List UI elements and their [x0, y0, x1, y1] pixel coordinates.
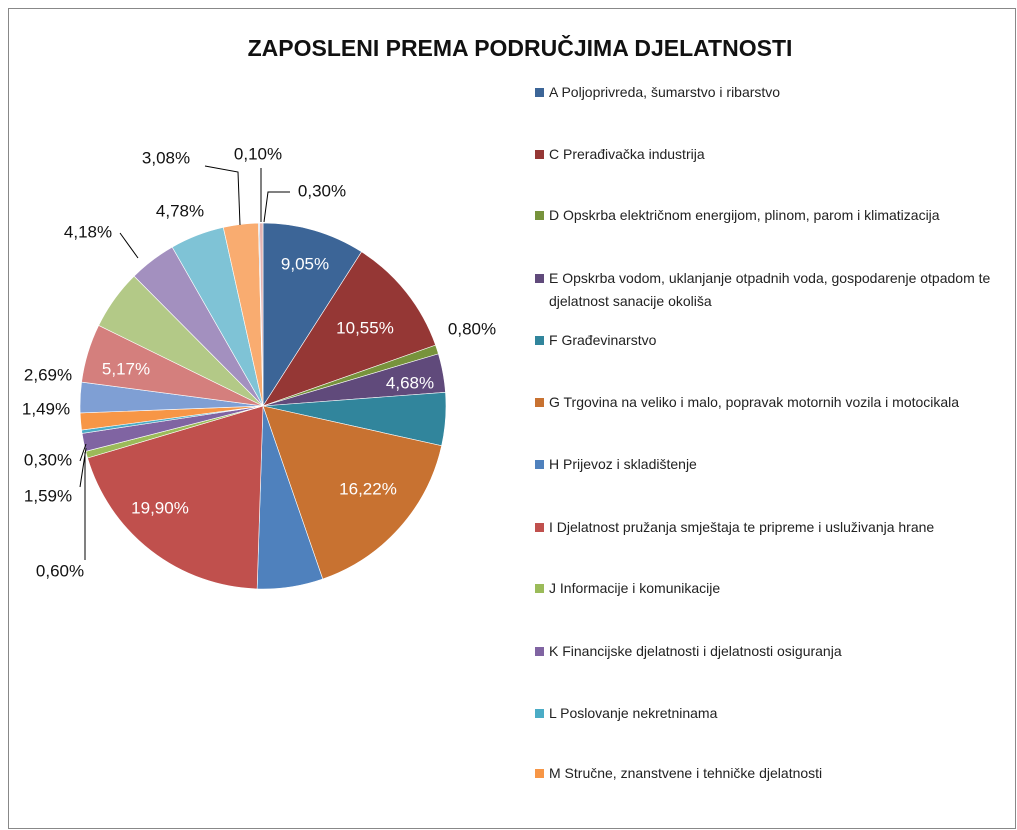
pie-slice [259, 222, 264, 407]
legend-swatch [535, 150, 544, 159]
data-label: 2,69% [24, 365, 72, 384]
legend-label: K Financijske djelatnosti i djelatnosti … [549, 643, 842, 659]
data-label: 19,90% [131, 498, 189, 517]
legend-swatch [535, 274, 544, 283]
leader-line [119, 232, 139, 259]
data-label: 16,22% [339, 479, 397, 498]
leader-line [79, 447, 87, 488]
leader-line [204, 165, 241, 226]
pie-slice [262, 222, 362, 408]
data-label: 1,49% [22, 399, 70, 418]
data-label: 4,78% [156, 201, 204, 220]
legend-entry: L Poslovanje nekretninama [535, 702, 995, 725]
legend-entry: M Stručne, znanstvene i tehničke djelatn… [535, 762, 995, 785]
legend-label: J Informacije i komunikacije [549, 580, 721, 596]
data-label: 3,08% [142, 148, 190, 167]
legend-label: E Opskrba vodom, uklanjanje otpadnih vod… [549, 270, 991, 309]
legend-label: D Opskrba električnom energijom, plinom,… [549, 207, 940, 223]
legend-swatch [535, 584, 544, 593]
legend-swatch [535, 398, 544, 407]
data-label: 1,59% [24, 486, 72, 505]
legend-swatch [535, 88, 544, 97]
legend-entry: E Opskrba vodom, uklanjanje otpadnih vod… [535, 267, 995, 313]
legend-swatch [535, 709, 544, 718]
legend-entry: H Prijevoz i skladištenje [535, 453, 995, 476]
pie-slice [262, 251, 436, 407]
legend-label: M Stručne, znanstvene i tehničke djelatn… [549, 765, 823, 781]
data-label: 0,80% [448, 319, 496, 338]
data-label: 4,68% [386, 373, 434, 392]
legend-swatch [535, 523, 544, 532]
chart-title: ZAPOSLENI PREMA PODRUČJIMA DJELATNOSTI [248, 34, 793, 61]
legend-label: C Prerađivačka industrija [549, 146, 705, 162]
legend-entry: K Financijske djelatnosti i djelatnosti … [535, 640, 995, 663]
data-label: 0,30% [24, 450, 72, 469]
legend-entry: J Informacije i komunikacije [535, 577, 995, 600]
legend-entry: I Djelatnost pružanja smještaja te pripr… [535, 516, 995, 539]
legend-label: A Poljoprivreda, šumarstvo i ribarstvo [549, 84, 781, 100]
data-label: 4,18% [64, 222, 112, 241]
pie-slice [262, 405, 442, 580]
legend-swatch [535, 336, 544, 345]
leader-line [263, 191, 290, 223]
legend-swatch [535, 647, 544, 656]
pie-slice [87, 405, 264, 590]
legend-label: I Djelatnost pružanja smještaja te pripr… [549, 519, 935, 535]
data-label: 0,10% [234, 144, 282, 163]
legend-entry: G Trgovina na veliko i malo, popravak mo… [535, 391, 995, 414]
legend-label: G Trgovina na veliko i malo, popravak mo… [549, 394, 960, 410]
data-label: 5,17% [102, 359, 150, 378]
legend-swatch [535, 769, 544, 778]
legend-label: L Poslovanje nekretninama [549, 705, 718, 721]
legend-swatch [535, 211, 544, 220]
legend-label: H Prijevoz i skladištenje [549, 456, 697, 472]
leader-line [79, 443, 87, 462]
data-label: 9,05% [281, 254, 329, 273]
data-label: 0,30% [298, 181, 346, 200]
data-label: 10,55% [336, 318, 394, 337]
data-label: 0,60% [36, 561, 84, 580]
legend-entry: D Opskrba električnom energijom, plinom,… [535, 204, 995, 227]
legend-label: F Građevinarstvo [549, 332, 657, 348]
legend-swatch [535, 460, 544, 469]
legend-entry: A Poljoprivreda, šumarstvo i ribarstvo [535, 81, 995, 104]
legend-entry: C Prerađivačka industrija [535, 143, 995, 166]
legend-entry: F Građevinarstvo [535, 329, 995, 352]
